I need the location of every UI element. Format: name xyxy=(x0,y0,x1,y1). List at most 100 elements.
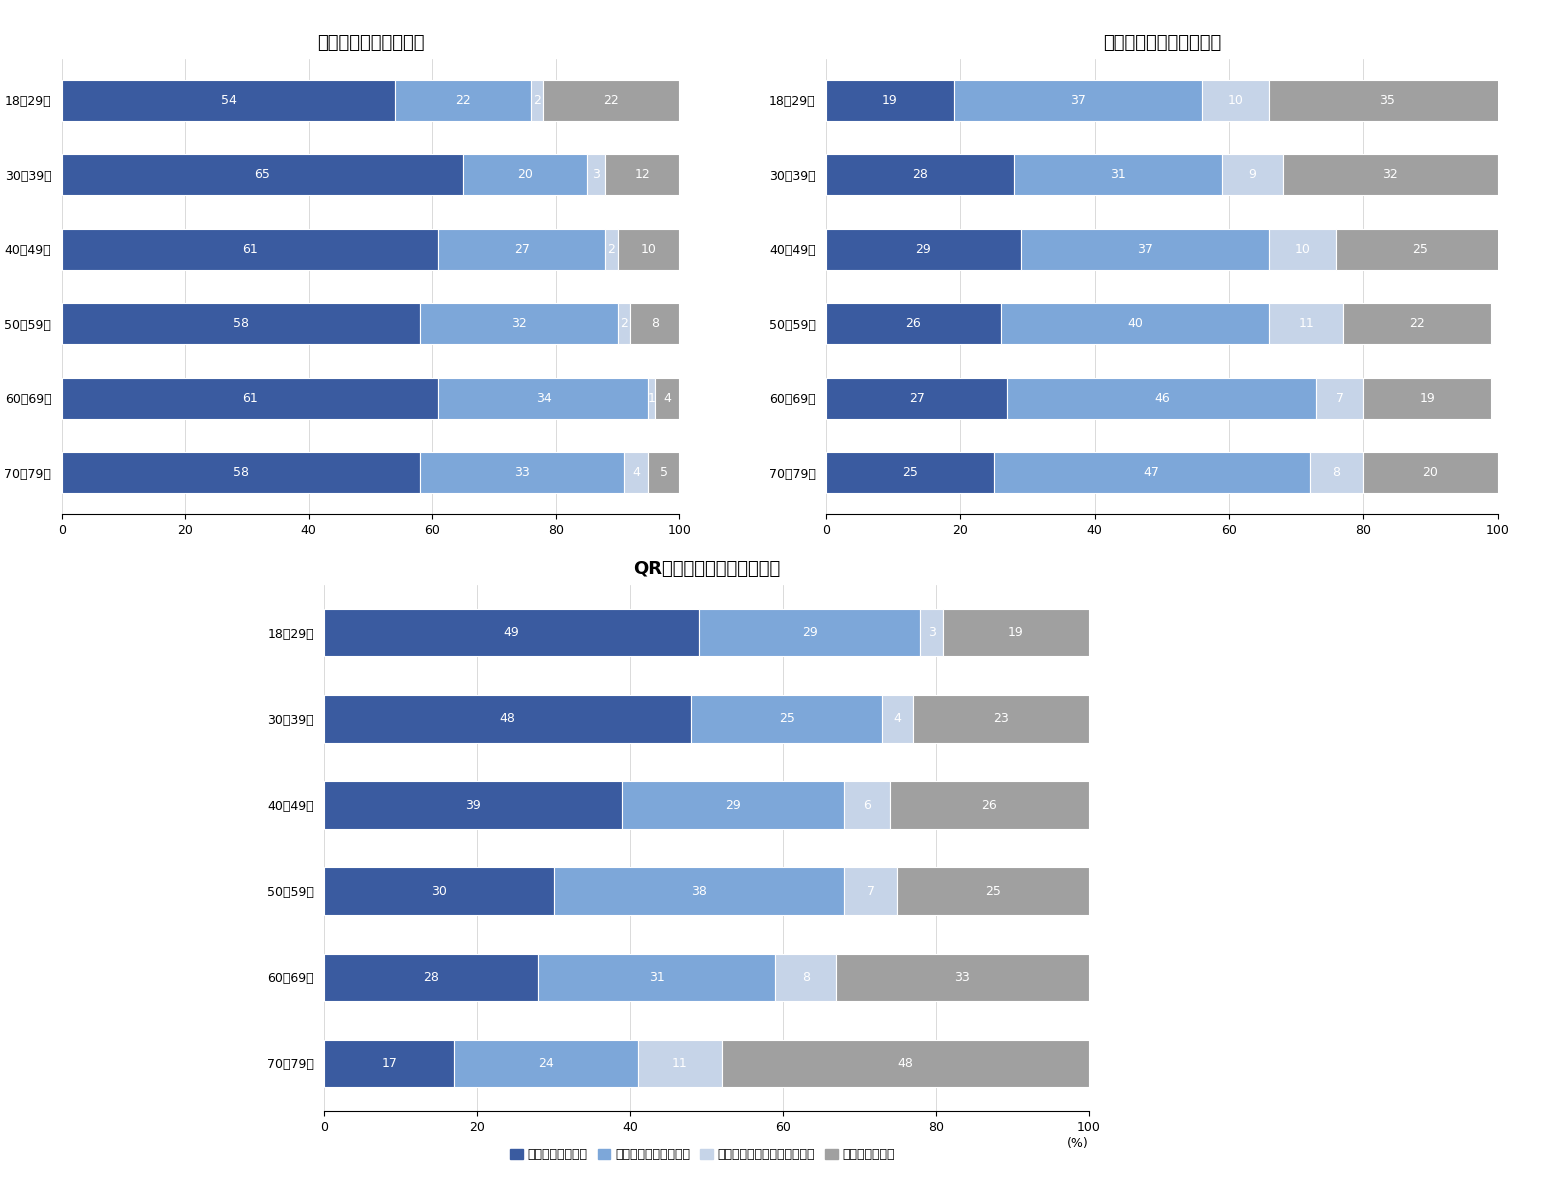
Text: 8: 8 xyxy=(650,318,659,331)
Bar xyxy=(1317,378,1363,418)
Bar xyxy=(1269,229,1337,269)
Bar xyxy=(721,1040,1089,1087)
Text: 2: 2 xyxy=(533,93,542,106)
Bar xyxy=(1014,155,1223,195)
Title: QRコード・バーコード決済: QRコード・バーコード決済 xyxy=(633,560,780,578)
Bar xyxy=(605,229,618,269)
X-axis label: (%): (%) xyxy=(1067,1137,1089,1150)
Text: 29: 29 xyxy=(916,242,931,255)
Text: 8: 8 xyxy=(1332,467,1340,480)
Bar xyxy=(543,80,679,121)
Bar xyxy=(624,453,648,494)
Text: 5: 5 xyxy=(659,467,669,480)
Bar xyxy=(1007,378,1317,418)
Bar xyxy=(1001,304,1269,344)
Text: 25: 25 xyxy=(778,713,795,726)
Text: 27: 27 xyxy=(909,392,925,405)
Bar xyxy=(454,1040,638,1087)
Bar xyxy=(994,453,1309,494)
Bar xyxy=(648,378,655,418)
Bar xyxy=(587,155,605,195)
Bar xyxy=(324,954,539,1001)
Bar xyxy=(324,695,692,742)
Bar xyxy=(954,80,1203,121)
Bar xyxy=(1269,304,1343,344)
Title: クレジットカード決済: クレジットカード決済 xyxy=(317,34,425,52)
Bar xyxy=(648,453,679,494)
Bar xyxy=(920,609,943,656)
Text: 2: 2 xyxy=(607,242,616,255)
Text: 24: 24 xyxy=(537,1057,554,1070)
Text: 32: 32 xyxy=(1382,168,1399,181)
Bar xyxy=(889,781,1089,829)
Text: 58: 58 xyxy=(233,467,249,480)
Text: 61: 61 xyxy=(242,242,258,255)
Bar xyxy=(395,80,531,121)
Bar xyxy=(62,229,438,269)
Text: 3: 3 xyxy=(928,626,936,639)
Bar xyxy=(62,155,463,195)
Bar xyxy=(882,695,913,742)
Bar xyxy=(324,781,622,829)
Text: 28: 28 xyxy=(423,970,438,983)
Text: 33: 33 xyxy=(514,467,530,480)
Text: 31: 31 xyxy=(648,970,664,983)
Text: 39: 39 xyxy=(465,799,482,812)
Text: 22: 22 xyxy=(604,93,619,106)
Bar xyxy=(775,954,837,1001)
Bar xyxy=(554,868,845,915)
Text: 29: 29 xyxy=(801,626,817,639)
Bar xyxy=(913,695,1089,742)
Text: 25: 25 xyxy=(902,467,919,480)
Text: 37: 37 xyxy=(1070,93,1085,106)
Text: 54: 54 xyxy=(221,93,236,106)
Bar xyxy=(62,80,395,121)
Text: 25: 25 xyxy=(1413,242,1428,255)
Bar xyxy=(826,80,954,121)
Bar xyxy=(826,155,1014,195)
Bar xyxy=(826,378,1007,418)
Bar xyxy=(1363,453,1498,494)
Bar xyxy=(605,155,679,195)
Text: 8: 8 xyxy=(801,970,809,983)
Text: 19: 19 xyxy=(882,93,897,106)
Legend: よく利用している, ときどき利用している, ほとんど利用したことはない, 全く利用しない: よく利用している, ときどき利用している, ほとんど利用したことはない, 全く利… xyxy=(505,1143,900,1167)
Text: 61: 61 xyxy=(242,392,258,405)
Text: 20: 20 xyxy=(1422,467,1439,480)
Bar xyxy=(1203,80,1269,121)
Bar xyxy=(618,304,630,344)
Text: 58: 58 xyxy=(233,318,249,331)
Bar xyxy=(1337,229,1504,269)
Bar xyxy=(62,378,438,418)
Bar xyxy=(699,609,920,656)
Text: 27: 27 xyxy=(514,242,530,255)
Bar xyxy=(943,609,1089,656)
Bar xyxy=(826,229,1021,269)
Bar xyxy=(618,229,679,269)
Text: 49: 49 xyxy=(503,626,519,639)
Text: 4: 4 xyxy=(894,713,902,726)
Bar xyxy=(1269,80,1504,121)
Text: 4: 4 xyxy=(662,392,672,405)
Text: 10: 10 xyxy=(1295,242,1311,255)
Text: 17: 17 xyxy=(381,1057,397,1070)
Text: 19: 19 xyxy=(1419,392,1434,405)
Text: 48: 48 xyxy=(500,713,516,726)
Bar xyxy=(420,453,624,494)
Bar xyxy=(897,868,1089,915)
Text: 40: 40 xyxy=(1127,318,1143,331)
Bar xyxy=(655,378,679,418)
Text: 20: 20 xyxy=(517,168,533,181)
Bar xyxy=(531,80,543,121)
Bar xyxy=(1309,453,1363,494)
Text: 11: 11 xyxy=(1299,318,1314,331)
Text: 31: 31 xyxy=(1110,168,1126,181)
Text: 2: 2 xyxy=(619,318,628,331)
Text: 9: 9 xyxy=(1249,168,1257,181)
Text: 46: 46 xyxy=(1153,392,1170,405)
Bar xyxy=(638,1040,721,1087)
Text: 7: 7 xyxy=(866,884,875,897)
Bar xyxy=(62,453,420,494)
Text: 35: 35 xyxy=(1379,93,1394,106)
Bar xyxy=(1223,155,1283,195)
